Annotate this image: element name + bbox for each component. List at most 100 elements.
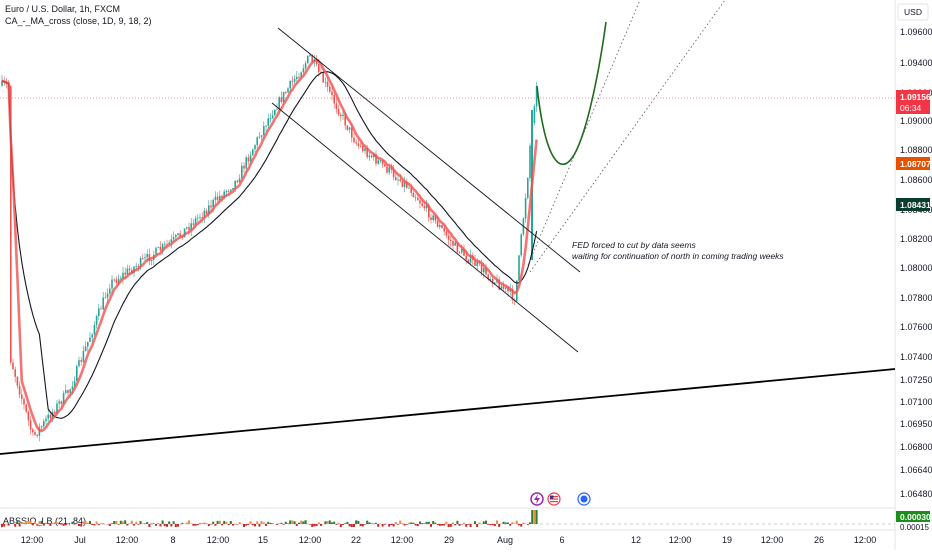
us-flag-event-icon[interactable]	[548, 493, 560, 505]
oscillator-bar	[124, 520, 126, 524]
oscillator-bar	[254, 524, 256, 526]
oscillator-bar	[443, 524, 445, 526]
candle-body	[25, 404, 27, 411]
candle-body	[124, 273, 126, 275]
oscillator-bar	[529, 522, 531, 524]
candle-body	[54, 412, 56, 413]
oscillator-bar	[140, 521, 142, 524]
oscillator-bar	[421, 523, 423, 524]
candle-body	[256, 137, 258, 145]
economic-event-icon[interactable]	[578, 493, 590, 505]
candle-body	[318, 64, 320, 72]
candle-body	[166, 244, 168, 245]
candle-body	[210, 205, 212, 207]
candle-body	[41, 426, 43, 427]
oscillator-bar	[115, 521, 117, 524]
price-tick-label: 1.09400	[900, 58, 932, 68]
candle-body	[67, 390, 69, 393]
oscillator-value-bottom: 0.00015	[900, 523, 929, 532]
oscillator-bar	[258, 524, 260, 527]
lightning-event-icon[interactable]	[531, 493, 543, 505]
oscillator-bar	[419, 522, 421, 524]
candle-body	[226, 191, 228, 192]
oscillator-bar	[146, 522, 148, 524]
bar-countdown: 06:34	[900, 103, 922, 113]
oscillator-bar	[320, 524, 322, 526]
annotation-line-1: FED forced to cut by data seems	[572, 240, 697, 250]
candle-body	[157, 247, 159, 248]
oscillator-bar	[181, 523, 183, 524]
oscillator-bar	[78, 524, 80, 526]
candle-body	[116, 280, 118, 283]
candle-body	[261, 135, 263, 137]
oscillator-bar	[318, 522, 320, 524]
candle-body	[432, 215, 434, 220]
oscillator-bar	[305, 520, 307, 524]
oscillator-bar	[250, 521, 252, 524]
oscillator-bar	[406, 524, 408, 525]
candle-body	[32, 429, 34, 432]
candle-body	[331, 92, 333, 95]
oscillator-bar	[219, 521, 221, 524]
oscillator-bar	[34, 521, 36, 524]
oscillator-bar	[527, 524, 529, 525]
candle-body	[347, 125, 349, 129]
oscillator-bar	[63, 524, 65, 526]
candle-body	[283, 92, 285, 102]
oscillator-bar	[120, 521, 122, 524]
oscillator-bar	[507, 523, 509, 524]
oscillator-bar	[212, 522, 214, 524]
candle-body	[83, 351, 85, 362]
candle-body	[371, 156, 373, 158]
candle-body	[417, 198, 419, 200]
oscillator-bar	[324, 521, 326, 524]
oscillator-bar	[368, 522, 370, 524]
candle-body	[129, 269, 131, 270]
candle-body	[186, 227, 188, 228]
oscillator-bar	[487, 524, 489, 525]
oscillator-bar	[38, 521, 40, 524]
oscillator-bar	[432, 521, 434, 524]
oscillator-bar	[474, 521, 476, 524]
oscillator-badge-top: 0.00030	[896, 511, 931, 522]
oscillator-bar	[263, 522, 265, 524]
time-tick-label: 12:00	[116, 535, 139, 545]
oscillator-bar	[452, 522, 454, 524]
oscillator-bar	[390, 524, 392, 525]
oscillator-bar	[272, 523, 274, 524]
oscillator-bar	[360, 524, 362, 526]
oscillator-bar	[225, 522, 227, 524]
oscillator-bar	[151, 523, 153, 524]
oscillator-bar	[346, 522, 348, 524]
orange-level-value: 1.08707	[900, 159, 931, 169]
candle-body	[102, 297, 104, 309]
time-tick-label: 29	[444, 535, 454, 545]
oscillator-bar	[296, 524, 298, 526]
oscillator-bar	[393, 524, 395, 526]
oscillator-bar	[74, 524, 76, 525]
oscillator-bar	[199, 523, 201, 524]
candle-body	[173, 237, 175, 239]
oscillator-bar	[280, 523, 282, 524]
time-tick-label: 22	[351, 535, 361, 545]
annotation-line-2: waiting for continuation of north in com…	[572, 251, 784, 261]
candle-body	[177, 233, 179, 235]
currency-button[interactable]: USD	[898, 4, 928, 20]
oscillator-bar	[126, 524, 128, 526]
candle-body	[47, 415, 49, 419]
candle-body	[276, 109, 278, 110]
candle-body	[448, 236, 450, 240]
oscillator-bar	[3, 524, 5, 527]
candle-body	[307, 56, 309, 63]
oscillator-bar	[426, 522, 428, 524]
candle-body	[281, 97, 283, 102]
candle-body	[454, 243, 456, 246]
oscillator-bar	[67, 523, 69, 524]
oscillator-bar	[144, 523, 146, 524]
candle-body	[413, 193, 415, 197]
candle-body	[135, 266, 137, 267]
oscillator-bar	[195, 524, 197, 526]
oscillator-bar	[133, 524, 135, 526]
candle-body	[98, 309, 100, 317]
